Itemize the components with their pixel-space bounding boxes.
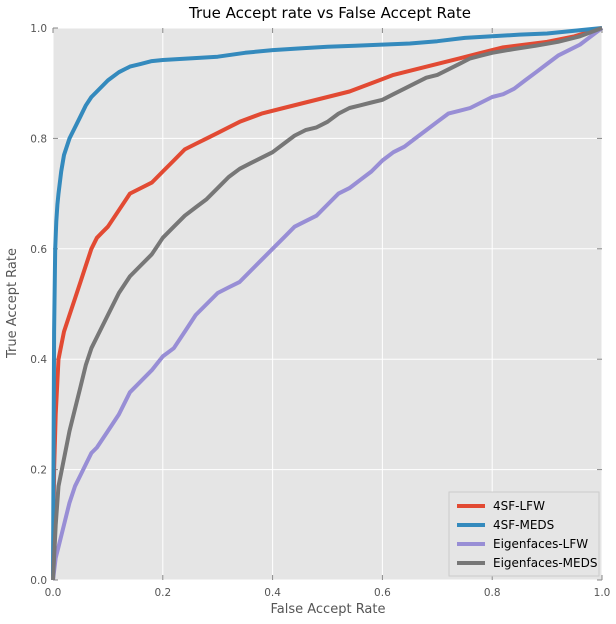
legend-label-4sf-lfw: 4SF-LFW: [493, 499, 545, 513]
chart-title: True Accept rate vs False Accept Rate: [188, 4, 471, 22]
legend-label-4sf-meds: 4SF-MEDS: [493, 518, 554, 532]
series-layer: [51, 26, 604, 581]
series-line-4sf-meds: [51, 26, 603, 581]
y-axis-label: True Accept Rate: [5, 248, 20, 359]
series-line-eigenfaces-meds: [51, 26, 603, 581]
legend-label-eigenfaces-meds: Eigenfaces-MEDS: [493, 556, 597, 570]
grid-lines: [52, 27, 603, 581]
x-axis-label: False Accept Rate: [270, 602, 385, 617]
legend-label-eigenfaces-lfw: Eigenfaces-LFW: [493, 537, 588, 551]
x-tick-label: 0.2: [154, 587, 171, 599]
axis-ticks: 0.0 0.2 0.4 0.6 0.8 1.0 0.0 0.2 0.4 0.6 0.8 1.0: [30, 23, 610, 599]
y-tick-label: 0.2: [30, 465, 47, 477]
series-line-4sf-lfw: [51, 26, 603, 581]
y-tick-label: 0.0: [30, 575, 47, 587]
legend: 4SF-LFW 4SF-MEDS Eigenfaces-LFW Eigenfaces-…: [448, 491, 600, 577]
y-tick-label: 0.4: [30, 354, 47, 366]
x-tick-label: 1.0: [594, 587, 611, 599]
x-tick-label: 0.6: [374, 587, 391, 599]
series-line-eigenfaces-lfw: [51, 26, 604, 581]
x-tick-label: 0.4: [264, 587, 281, 599]
x-tick-label: 0.0: [45, 587, 62, 599]
y-tick-label: 0.8: [30, 133, 47, 145]
y-tick-label: 1.0: [30, 23, 47, 35]
y-tick-label: 0.6: [30, 244, 47, 256]
x-tick-label: 0.8: [484, 587, 501, 599]
